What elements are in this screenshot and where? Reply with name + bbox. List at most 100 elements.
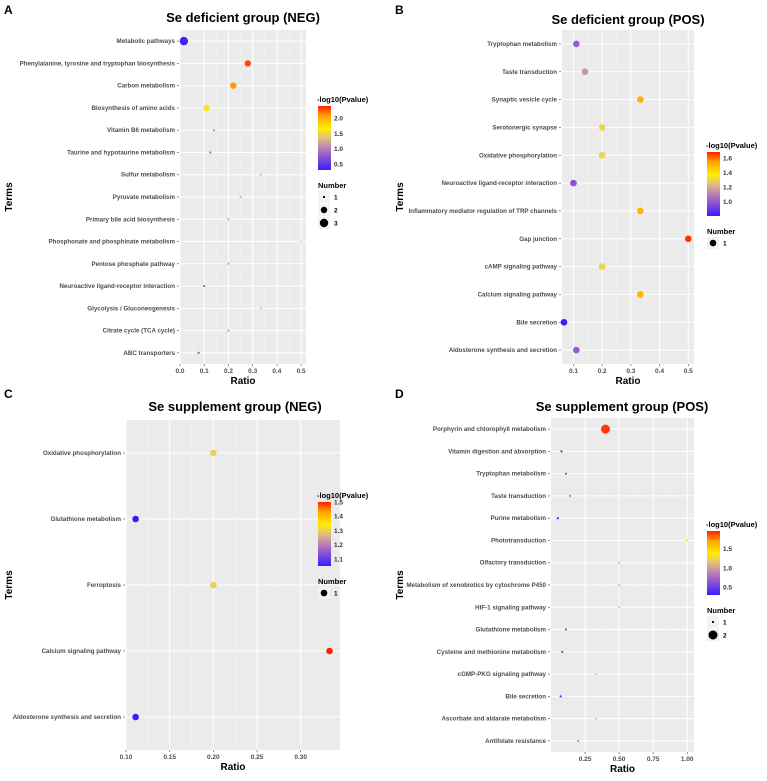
data-point	[573, 346, 580, 354]
data-point	[637, 96, 644, 103]
color-legend-title: -log10(Pvalue)	[317, 95, 369, 104]
term-label: Pentose phosphate pathway	[91, 261, 175, 268]
x-axis-title: Ratio	[616, 376, 641, 387]
color-tick-label: 1.5	[334, 131, 343, 138]
size-legend-title: Number	[318, 577, 346, 586]
data-point	[203, 284, 206, 288]
x-tick-label: 0.10	[120, 754, 133, 761]
size-key-label: 1	[334, 591, 338, 598]
data-point	[617, 606, 621, 609]
color-tick-label: 1.6	[723, 155, 732, 162]
data-point	[132, 713, 139, 721]
data-point	[684, 235, 692, 243]
x-axis-title: Ratio	[231, 376, 256, 387]
data-point	[210, 449, 217, 457]
term-label: Oxidative phosphorylation	[43, 450, 121, 457]
x-tick-label: 0.20	[207, 754, 220, 761]
data-point	[203, 104, 210, 112]
x-tick-label: 0.25	[251, 754, 264, 761]
data-point	[598, 124, 606, 131]
data-point	[210, 581, 217, 589]
chart-title: Se deficient group (POS)	[551, 12, 704, 27]
color-tick-label: 1.0	[723, 199, 732, 206]
data-point	[179, 36, 189, 46]
x-tick-label: 0.3	[248, 368, 257, 375]
panel-label: D	[395, 387, 404, 401]
color-bar	[707, 531, 720, 595]
term-label: Metabolic pathways	[117, 38, 176, 45]
term-label: Bile secretion	[505, 693, 546, 700]
term-label: cAMP signaling pathway	[485, 264, 558, 271]
y-axis-title: Terms	[4, 570, 15, 600]
x-tick-label: 0.2	[598, 368, 607, 375]
term-label: Synaptic vesicle cycle	[492, 97, 558, 104]
data-point	[259, 307, 262, 310]
x-tick-label: 0.50	[613, 756, 626, 763]
term-label: Phenylalanine, tyrosine and tryptophan b…	[20, 60, 176, 67]
data-point	[556, 517, 559, 520]
term-label: Cysteine and methionine metabolism	[437, 649, 547, 656]
data-point	[244, 60, 252, 67]
data-point	[617, 561, 621, 564]
x-tick-label: 0.75	[647, 756, 660, 763]
x-tick-label: 0.15	[163, 754, 176, 761]
term-label: ABC transporters	[123, 350, 175, 357]
color-tick-label: 1.0	[334, 146, 343, 153]
color-tick-label: 1.4	[723, 170, 732, 177]
data-point	[686, 539, 689, 542]
data-point	[637, 291, 644, 298]
x-axis-title: Ratio	[610, 764, 635, 775]
x-tick-label: 0.1	[200, 368, 209, 375]
term-label: Taste transduction	[502, 69, 557, 76]
size-key-dot	[709, 239, 717, 247]
panel-label: A	[4, 3, 13, 17]
x-tick-label: 0.5	[684, 368, 693, 375]
term-label: Aldosterone synthesis and secretion	[449, 347, 558, 354]
term-label: Bile secretion	[516, 319, 557, 326]
data-point	[560, 318, 568, 326]
color-bar	[318, 106, 331, 170]
data-point	[570, 179, 577, 187]
term-label: Pyruvate metabolism	[113, 194, 176, 201]
data-point	[577, 739, 580, 742]
term-label: Phototransduction	[491, 537, 546, 544]
term-label: Tryptophan metabolism	[476, 471, 546, 478]
term-label: Vitamin digestion and absorption	[448, 448, 546, 455]
data-point	[300, 240, 303, 243]
x-tick-label: 0.25	[579, 756, 592, 763]
color-tick-label: 1.5	[723, 546, 732, 553]
size-key-label: 1	[334, 195, 338, 202]
term-label: Taste transduction	[491, 493, 546, 500]
data-point	[581, 68, 589, 76]
data-point	[595, 672, 598, 676]
data-point	[600, 424, 610, 434]
color-tick-label: 1.3	[334, 528, 343, 535]
term-label: cGMP-PKG signaling pathway	[458, 671, 547, 678]
color-legend-title: -log10(Pvalue)	[317, 491, 369, 500]
x-tick-label: 0.2	[224, 368, 233, 375]
term-label: Olfactory transduction	[480, 560, 547, 567]
term-label: Carbon metabolism	[117, 83, 175, 90]
term-label: Serotonergic synapse	[492, 124, 557, 131]
term-label: Gap junction	[519, 236, 557, 243]
size-legend-title: Number	[707, 606, 735, 615]
data-point	[598, 151, 606, 159]
data-point	[598, 263, 606, 270]
color-tick-label: 1.1	[334, 556, 343, 563]
color-bar	[318, 502, 331, 566]
term-label: Oxidative phosphorylation	[479, 152, 557, 159]
color-tick-label: 2.0	[334, 116, 343, 123]
data-point	[259, 173, 262, 176]
size-key-label: 1	[723, 620, 727, 627]
chart-title: Se supplement group (POS)	[536, 399, 709, 414]
term-label: Ascorbate and aldarate metabolism	[441, 716, 546, 723]
panel-c: C Se supplement group (NEG) 0.10 0.15 0.20 0.…	[4, 387, 369, 773]
panel-b: B Se deficient group (POS) 0.1 0.2 0.3 0.4 0.5…	[395, 3, 758, 387]
size-key-label: 2	[334, 208, 338, 215]
color-tick-label: 1.5	[334, 500, 343, 507]
term-label: Calcium signaling pathway	[42, 648, 122, 655]
data-point	[573, 40, 580, 48]
term-label: Neuroactive ligand-receptor interaction	[441, 180, 557, 187]
